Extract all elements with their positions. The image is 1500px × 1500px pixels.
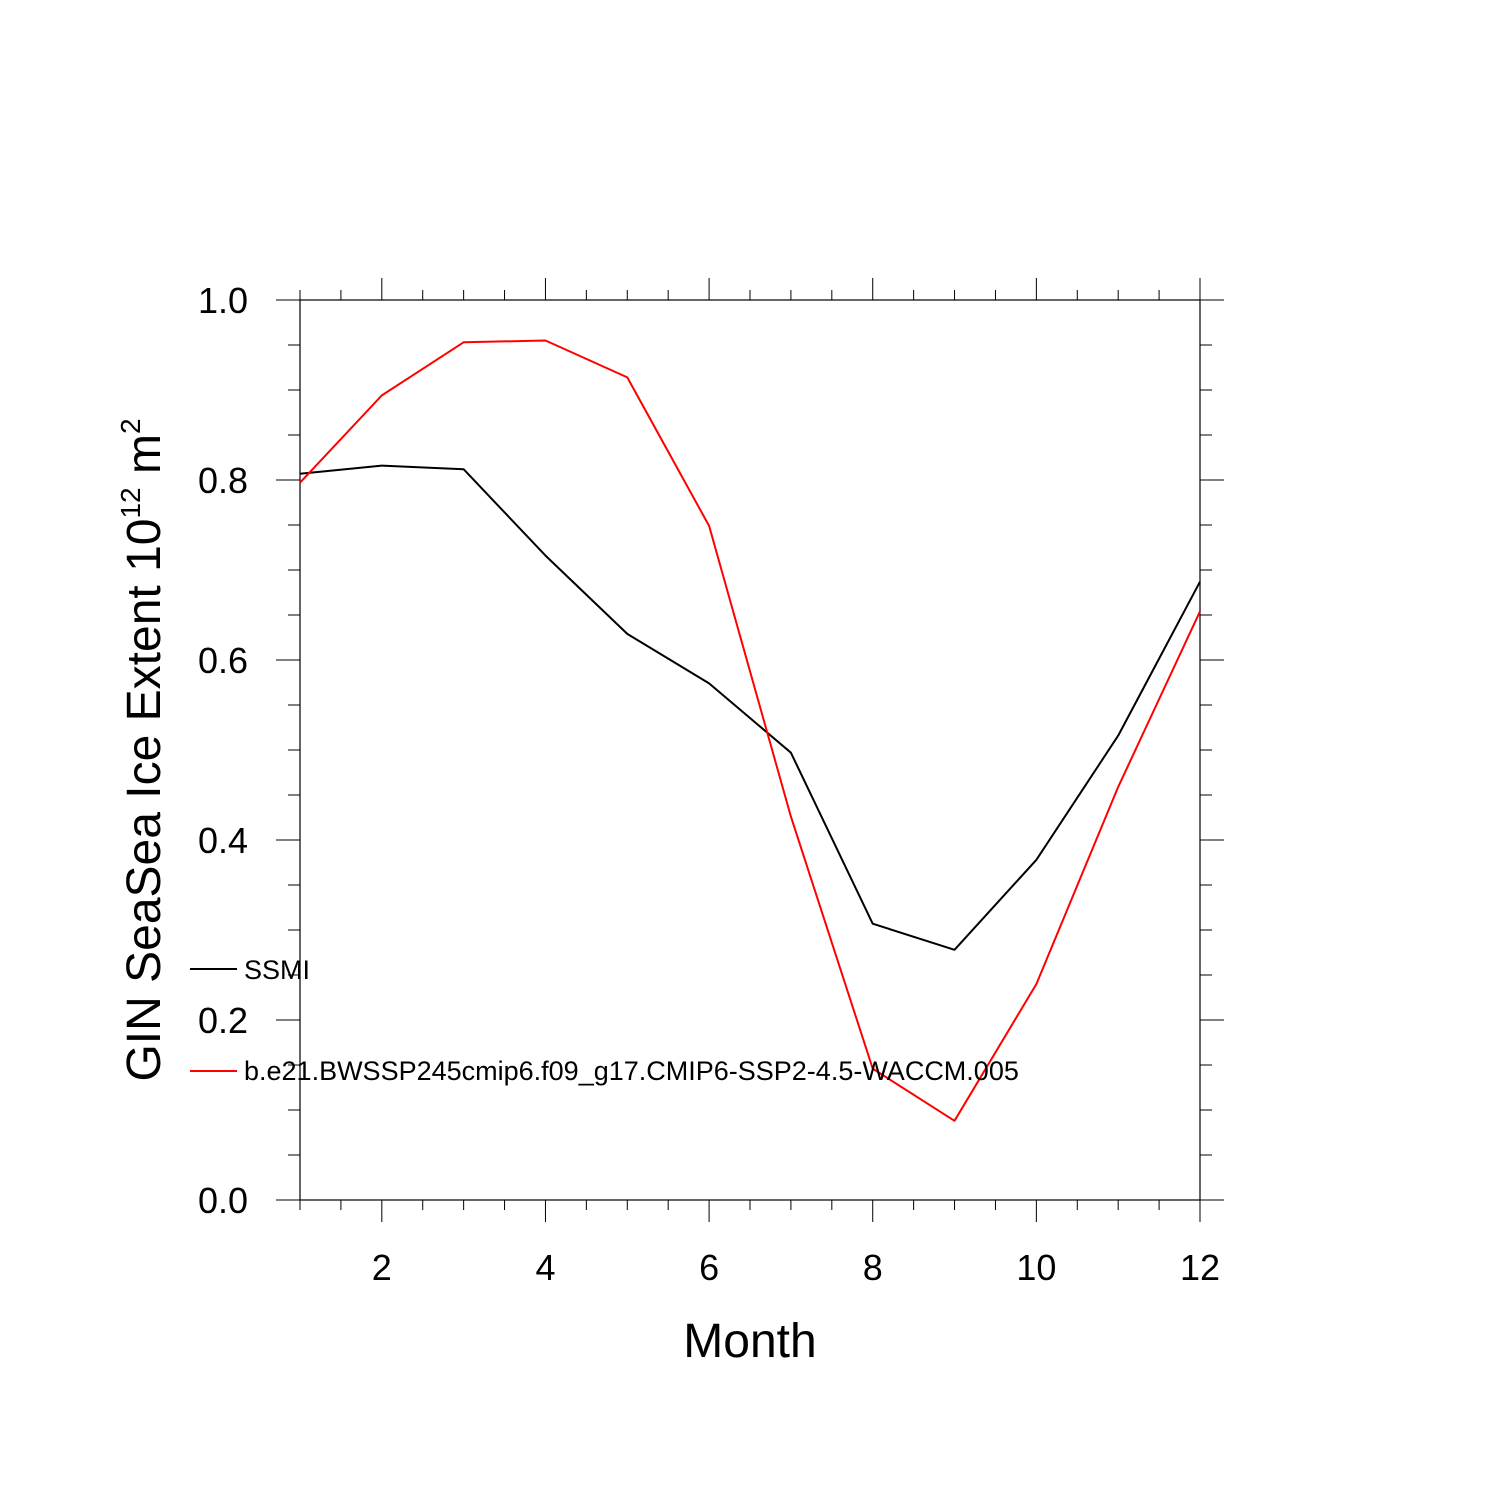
y-axis-title: GIN SeaSea Ice Extent 1012 m2	[115, 418, 171, 1081]
x-axis-title: Month	[683, 1315, 816, 1368]
x-tick-label: 6	[699, 1247, 719, 1288]
y-tick-label: 0.2	[198, 1000, 248, 1041]
y-tick-label: 1.0	[198, 280, 248, 321]
x-tick-label: 8	[863, 1247, 883, 1288]
y-axis-title-main: GIN SeaSea Ice Extent 10	[118, 519, 171, 1082]
y-tick-label: 0.4	[198, 820, 248, 861]
legend-label-waccm: b.e21.BWSSP245cmip6.f09_g17.CMIP6-SSP2-4…	[244, 1056, 1019, 1086]
y-tick-label: 0.6	[198, 640, 248, 681]
series-lines	[299, 339, 1201, 1122]
y-tick-label: 0.0	[198, 1180, 248, 1221]
series-line-ssmi	[299, 464, 1201, 951]
axis-ticks	[276, 278, 1224, 1222]
legend: SSMI b.e21.BWSSP245cmip6.f09_g17.CMIP6-S…	[190, 955, 1019, 1086]
y-axis-title-unit: m	[118, 434, 171, 487]
legend-label-ssmi: SSMI	[244, 955, 310, 985]
series-line-waccm	[299, 339, 1201, 1122]
x-tick-label: 4	[535, 1247, 555, 1288]
y-tick-label: 0.8	[198, 460, 248, 501]
y-axis-title-exponent: 12	[115, 487, 146, 518]
x-tick-label: 10	[1016, 1247, 1056, 1288]
x-tick-label: 2	[372, 1247, 392, 1288]
x-tick-label: 12	[1180, 1247, 1220, 1288]
axis-tick-labels: 2 4 6 8 10 12 0.0 0.2 0.4 0.6 0.8 1.0	[198, 280, 1220, 1288]
y-axis-title-unit-exponent: 2	[115, 418, 146, 434]
